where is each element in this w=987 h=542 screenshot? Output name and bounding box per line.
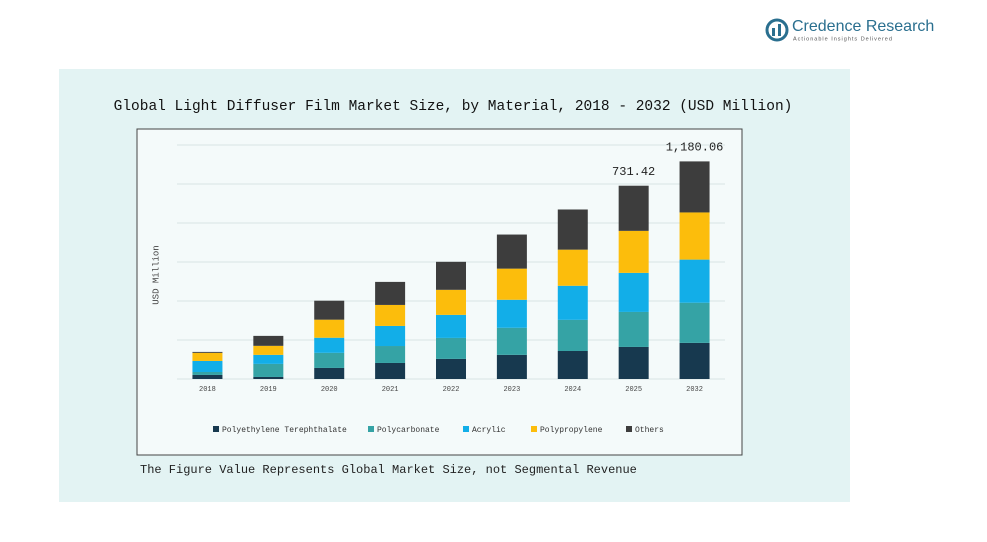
bar-segment [253, 354, 284, 364]
bar-segment [192, 351, 223, 353]
bar-segment [679, 342, 710, 379]
x-tick-label: 2018 [199, 386, 216, 394]
bar-segment [618, 272, 649, 312]
bar-segment [618, 311, 649, 347]
legend-swatch [626, 426, 632, 432]
bar-segment [314, 367, 345, 379]
bar-segment [679, 212, 710, 260]
bar-segment [192, 352, 223, 361]
bar-segment [436, 261, 466, 290]
bar-segment [253, 376, 284, 379]
bar-segment [436, 337, 466, 359]
legend-label: Polypropylene [540, 426, 603, 435]
y-axis-label: USD Million [151, 245, 161, 304]
bar-segment [375, 346, 406, 363]
bar-segment [436, 289, 466, 315]
bar-segment [679, 259, 710, 303]
bar-segment [496, 299, 527, 328]
x-tick-label: 2024 [564, 386, 581, 394]
x-tick-label: 2025 [625, 386, 642, 394]
logo: Credence Research Actionable Insights De… [765, 18, 934, 42]
bar-segment [253, 335, 284, 346]
brand-name: Credence Research [792, 18, 934, 35]
logo-icon [772, 28, 775, 36]
bar-segment [496, 234, 527, 269]
bar-segment [253, 345, 284, 355]
total-label: 1,180.06 [666, 141, 724, 155]
bar-segment [557, 285, 588, 320]
bar-segment [436, 314, 466, 338]
bar-segment [314, 352, 345, 368]
x-tick-label: 2020 [321, 386, 338, 394]
bar-segment [496, 354, 527, 379]
bar-segment [679, 302, 710, 343]
brand-tagline: Actionable Insights Delivered [793, 36, 893, 42]
x-tick-label: 2019 [260, 386, 277, 394]
note: The Figure Value Represents Global Marke… [140, 463, 637, 477]
legend-swatch [463, 426, 469, 432]
bar-segment [375, 281, 406, 305]
x-tick-label: 2032 [686, 386, 703, 394]
bar-segment [496, 268, 527, 300]
bar-segment [192, 371, 223, 375]
bar-segment [557, 209, 588, 250]
chart-title: Global Light Diffuser Film Market Size, … [114, 99, 793, 115]
x-tick-label: 2021 [382, 386, 399, 394]
bar-segment [314, 300, 345, 320]
bar-segment [618, 185, 649, 231]
legend-label: Others [635, 426, 664, 435]
logo-icon [778, 24, 781, 36]
bar-segment [375, 304, 406, 326]
legend-label: Polycarbonate [377, 426, 440, 435]
bar-segment [436, 358, 466, 379]
legend-swatch [368, 426, 374, 432]
bar-segment [314, 337, 345, 353]
x-tick-label: 2022 [443, 386, 460, 394]
bar-segment [314, 319, 345, 338]
bar-segment [557, 350, 588, 379]
bar-segment [192, 360, 223, 372]
bar-segment [375, 325, 406, 347]
total-label: 731.42 [612, 165, 655, 179]
bar-segment [618, 230, 649, 273]
plot: 2018 2019 2020 2021 2022 2023 2024 2025 731.42 20… [177, 141, 725, 435]
legend-swatch [213, 426, 219, 432]
bar-segment [618, 346, 649, 379]
legend-label: Polyethylene Terephthalate [222, 426, 347, 435]
bar-segment [557, 319, 588, 351]
x-tick-label: 2023 [503, 386, 520, 394]
bar-segment [679, 161, 710, 213]
bar-segment [192, 374, 223, 379]
bar-segment [375, 362, 406, 379]
bar-segment [557, 249, 588, 286]
legend-label: Acrylic [472, 426, 506, 435]
logo-icon [765, 18, 789, 42]
bar-segment [496, 327, 527, 355]
legend-swatch [531, 426, 537, 432]
bar-segment [253, 363, 284, 377]
